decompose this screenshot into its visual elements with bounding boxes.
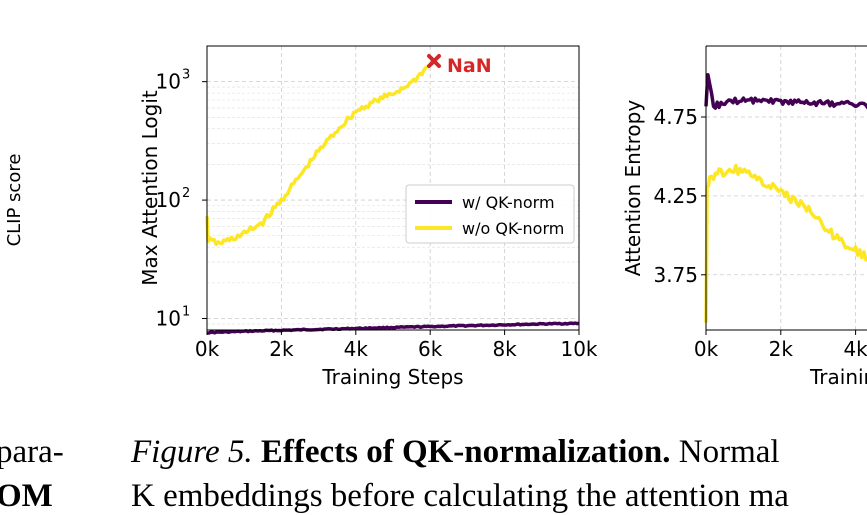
mid-y-tick-exponent: 1: [182, 305, 190, 320]
mid-xlabel: Training Steps: [321, 365, 463, 389]
right-xticks: 0k 2k 4k: [694, 330, 867, 361]
caption-label: Figure 5.: [131, 434, 253, 470]
left-body-text-2: OM: [0, 478, 53, 514]
mid-xticks: 0k 2k 4k 6k 8k 10k: [195, 330, 598, 361]
nan-label: NaN: [447, 55, 492, 77]
right-lines: [704, 72, 867, 323]
mid-x-tick-label: 10k: [560, 337, 597, 361]
mid-y-tick-exponent: 3: [182, 68, 190, 83]
mid-legend: w/ QK-norm w/o QK-norm: [405, 184, 575, 244]
right-series-line: [704, 72, 867, 110]
clip-ylabel: CLIP score: [4, 154, 25, 247]
mid-series-line: [207, 321, 580, 335]
mid-y-tick-exponent: 2: [182, 186, 190, 201]
caption-text: Normal: [678, 434, 780, 470]
mid-axes-frame: [206, 45, 580, 331]
mid-y-tick-label: 10: [156, 188, 181, 212]
right-series-line: [704, 163, 867, 323]
legend-label-qknorm: w/ QK-norm: [462, 193, 555, 212]
right-grid: [705, 46, 867, 330]
mid-series-line: [205, 59, 436, 247]
panel-attention-entropy: 0k 2k 4k 3.75 4.25 4.75 Attention Entropy Tr…: [621, 45, 867, 389]
mid-x-tick-label: 6k: [418, 337, 443, 361]
right-xlabel-partial: Training Steps: [809, 365, 867, 389]
mid-x-tick-label: 8k: [492, 337, 517, 361]
legend-label-no-qknorm: w/o QK-norm: [462, 219, 564, 238]
mid-y-tick-label: 10: [156, 307, 181, 331]
left-body-text-1: para-: [0, 434, 64, 470]
mid-x-tick-label: 4k: [344, 337, 369, 361]
nan-marker-x: [427, 54, 441, 68]
mid-ylabel: Max Attention Logit: [138, 90, 162, 286]
right-x-tick-label: 0k: [694, 337, 719, 361]
figure-caption-line2: K embeddings before calculating the atte…: [131, 478, 789, 514]
mid-x-tick-label: 2k: [269, 337, 294, 361]
nan-annotation: NaN: [427, 54, 492, 77]
right-ylabel: Attention Entropy: [621, 100, 645, 277]
right-x-tick-label: 4k: [843, 337, 867, 361]
mid-y-tick-label: 10: [156, 70, 181, 94]
right-y-tick-label: 4.75: [653, 105, 698, 129]
caption-title: Effects of QK-normalization.: [260, 434, 671, 470]
figure-caption: Figure 5. Effects of QK-normalization. N…: [131, 434, 780, 471]
right-yticks: 3.75 4.25 4.75: [653, 105, 706, 287]
right-x-tick-label: 2k: [769, 337, 794, 361]
mid-x-tick-label: 0k: [195, 337, 220, 361]
right-y-tick-label: 4.25: [653, 184, 698, 208]
right-y-tick-label: 3.75: [653, 263, 698, 287]
panel-clip-score: CLIP score: [4, 154, 25, 247]
